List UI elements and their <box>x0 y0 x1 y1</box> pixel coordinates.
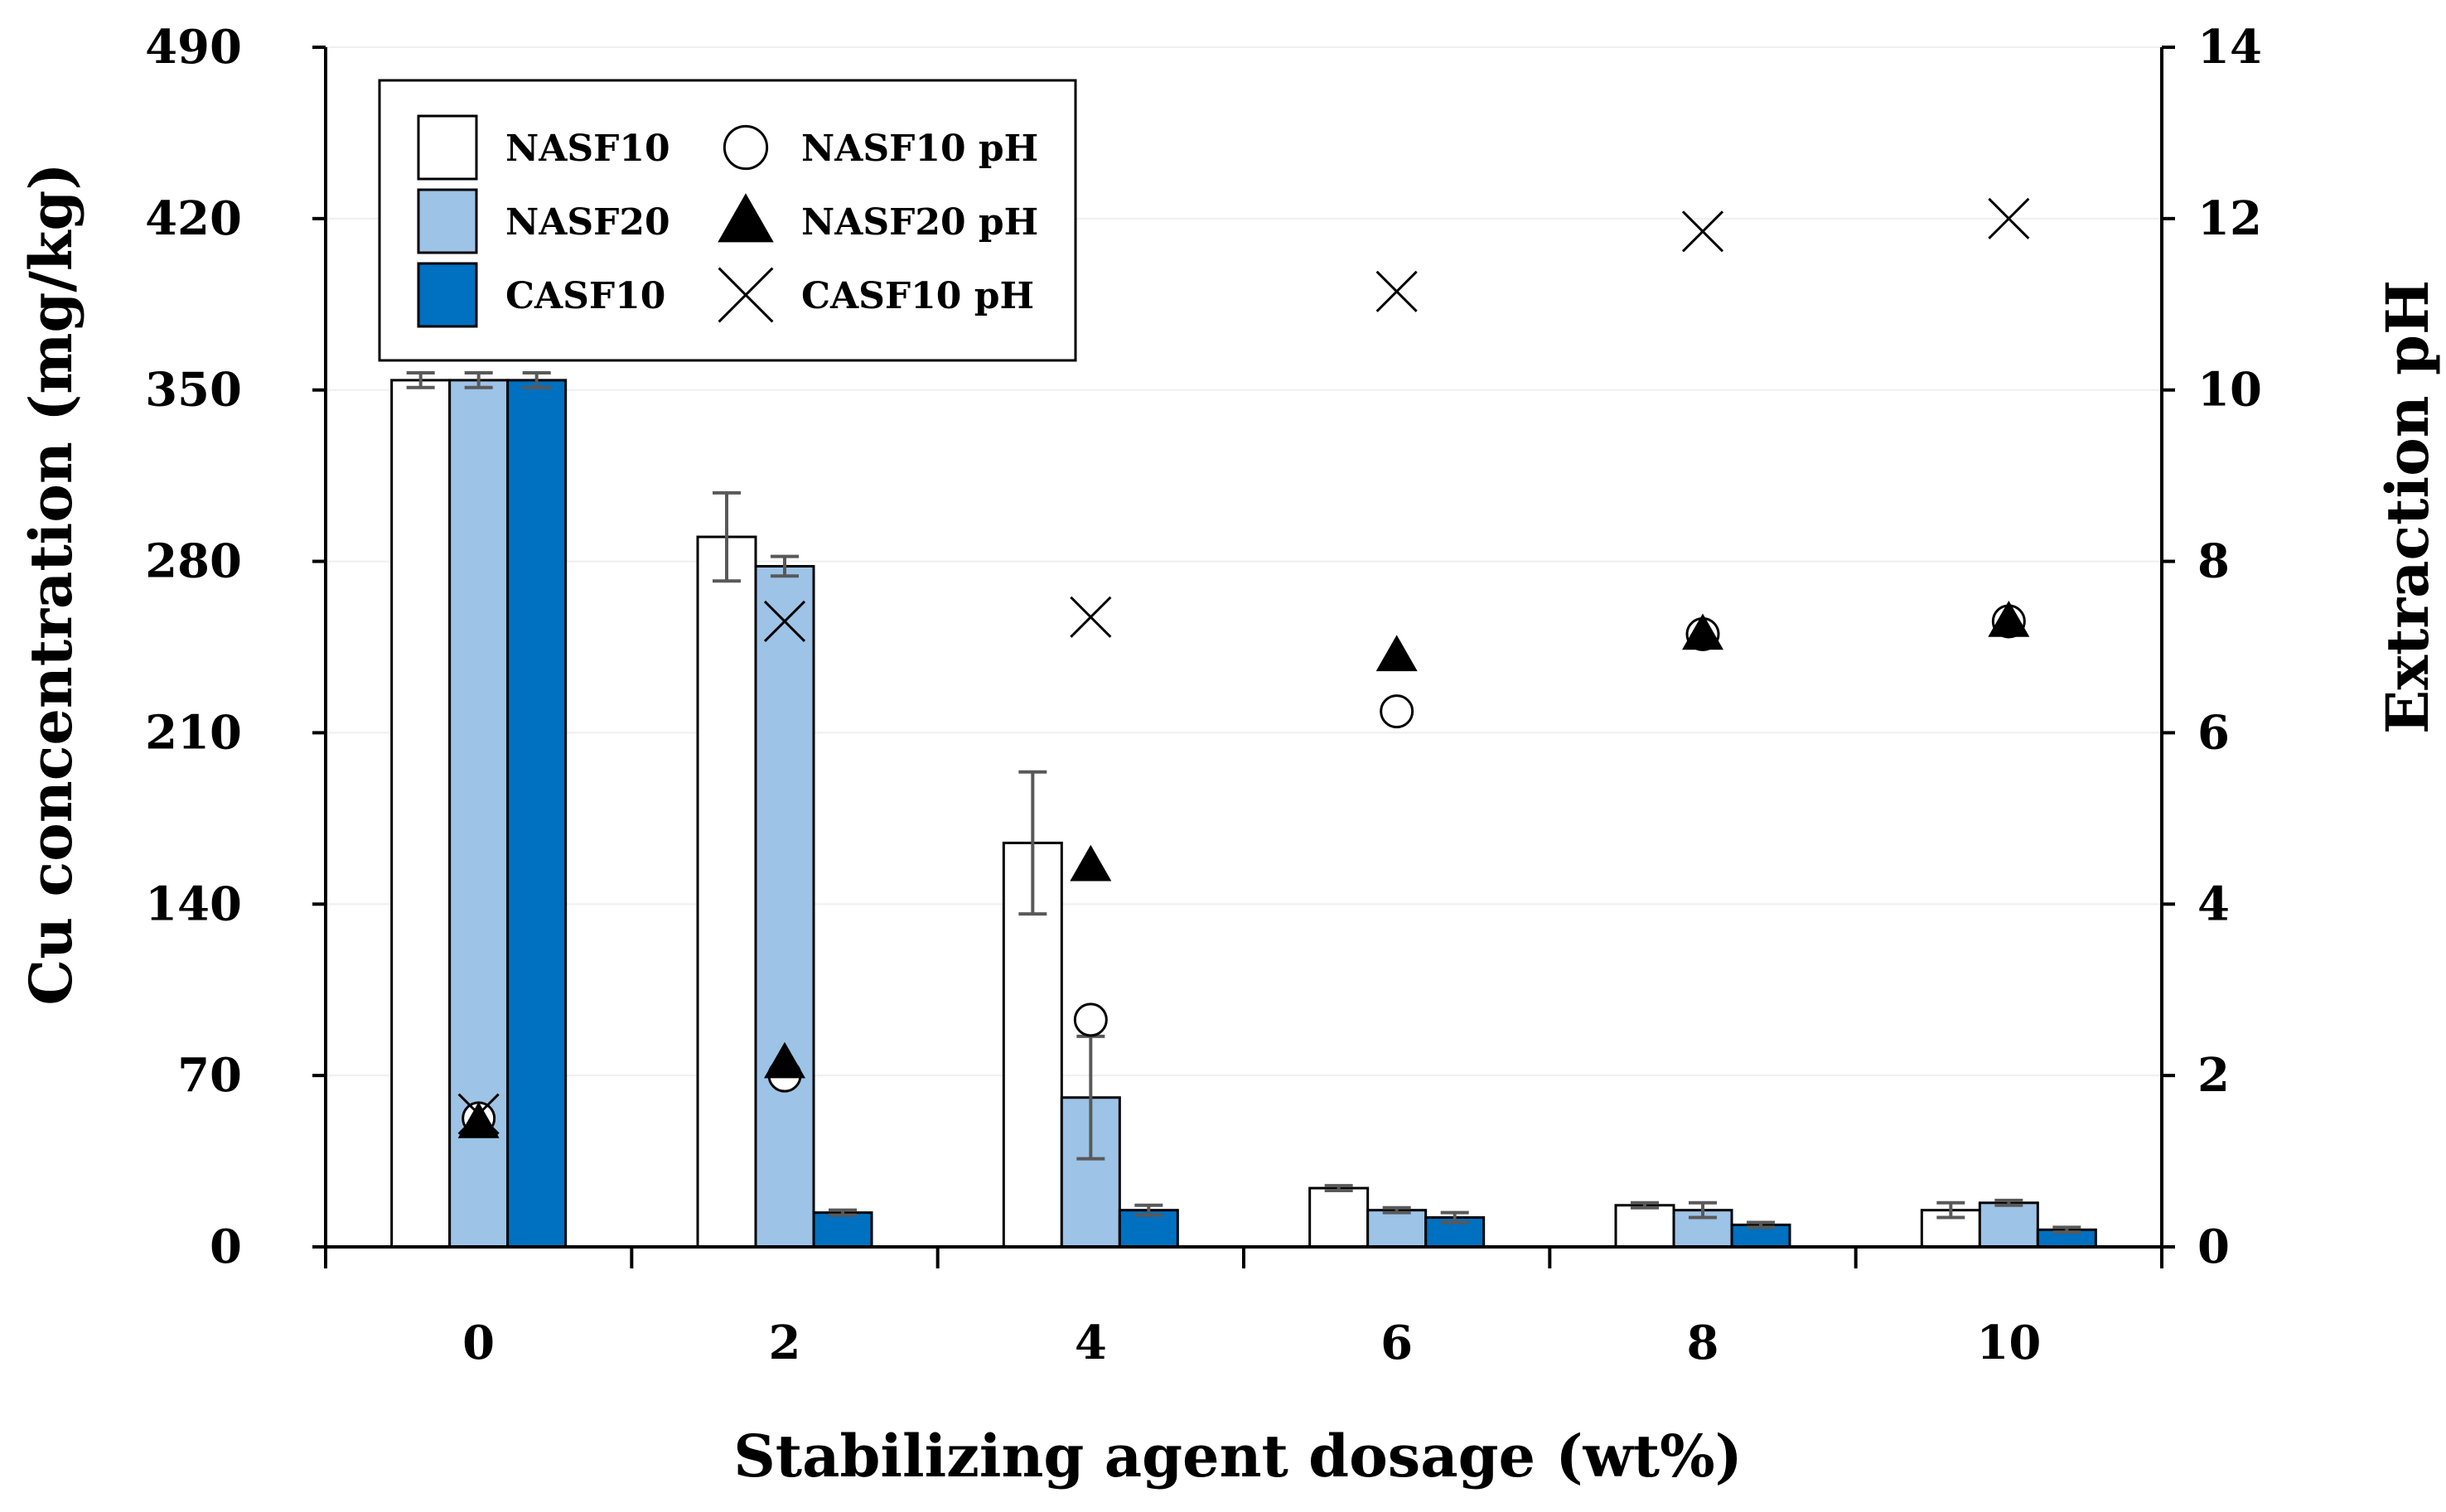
y-tick-label: 140 <box>145 877 242 931</box>
legend-label: NASF10 pH <box>801 128 1038 170</box>
ph-point-triangle <box>718 193 774 243</box>
ph-point-cross <box>1375 270 1418 312</box>
ph-point-triangle <box>457 1102 500 1138</box>
x-tick-label: 6 <box>1380 1316 1413 1370</box>
y-tick-label: 280 <box>145 534 242 589</box>
y2-tick-label: 4 <box>2197 877 2230 931</box>
y2-tick-label: 14 <box>2197 20 2262 75</box>
bar <box>1308 1186 1370 1249</box>
y2-tick-label: 2 <box>2197 1048 2230 1103</box>
ph-point-cross <box>1988 197 2030 239</box>
legend-label: CASF10 <box>505 275 665 317</box>
bar <box>390 379 452 1249</box>
ph-point-circle <box>723 124 769 171</box>
y2-tick-label: 0 <box>2197 1220 2230 1274</box>
x-tick-label: 4 <box>1075 1316 1107 1370</box>
y2-tick-label: 10 <box>2197 363 2262 418</box>
x-tick-label: 10 <box>1976 1316 2041 1370</box>
ph-point-cross <box>763 600 806 643</box>
x-axis-title: Stabilizing agent dosage (wt%) <box>733 1422 1743 1490</box>
legend-swatch <box>417 188 478 254</box>
ph-point-circle <box>1380 694 1414 729</box>
y2-tick-label: 12 <box>2197 191 2262 246</box>
legend-swatch <box>417 262 478 328</box>
ph-point-triangle <box>1375 635 1418 672</box>
ph-point-triangle <box>1682 613 1723 650</box>
bar <box>696 535 757 1249</box>
bar <box>1614 1204 1675 1249</box>
ph-point-triangle <box>764 1041 805 1079</box>
y-axis-title: Cu concentration (mg/kg) <box>17 163 85 1006</box>
legend-label: NASF20 <box>505 201 670 244</box>
y2-tick-label: 8 <box>2197 534 2230 589</box>
x-tick-label: 2 <box>769 1316 801 1370</box>
x-tick-label: 0 <box>462 1316 495 1370</box>
bar <box>506 379 568 1249</box>
legend-label: CASF10 pH <box>801 275 1034 317</box>
bar <box>754 564 815 1249</box>
bars <box>390 379 2097 1249</box>
ph-point-triangle <box>1988 600 2030 637</box>
y2-tick-label: 6 <box>2197 705 2230 760</box>
y-tick-label: 490 <box>145 20 242 75</box>
y2-axis-title: Extraction pH <box>2373 280 2442 734</box>
axes <box>312 46 2175 1268</box>
y-tick-label: 0 <box>210 1220 242 1274</box>
legend-label: NASF10 <box>505 128 670 170</box>
ph-point-cross <box>457 1093 500 1135</box>
y-tick-label: 70 <box>177 1048 242 1103</box>
bar <box>812 1211 873 1249</box>
bar <box>1978 1201 2039 1249</box>
legend-swatch <box>417 114 478 181</box>
ph-point-cross <box>1681 210 1724 253</box>
y-tick-label: 420 <box>145 191 242 246</box>
ph-point-circle <box>1073 1002 1108 1037</box>
legend: NASF10 NASF20 CASF10 NASF10 pH NASF20 pH CASF… <box>378 79 1077 362</box>
y-tick-label: 210 <box>145 705 242 760</box>
ph-point-cross <box>1070 596 1112 638</box>
bar <box>1366 1209 1428 1249</box>
ph-markers <box>457 197 2030 1138</box>
error-bars <box>406 371 2081 1234</box>
legend-label: NASF20 pH <box>801 201 1038 244</box>
ph-point-triangle <box>1070 844 1112 882</box>
y-tick-label: 350 <box>145 363 242 418</box>
ph-point-cross <box>718 267 774 323</box>
x-tick-label: 8 <box>1687 1316 1719 1370</box>
